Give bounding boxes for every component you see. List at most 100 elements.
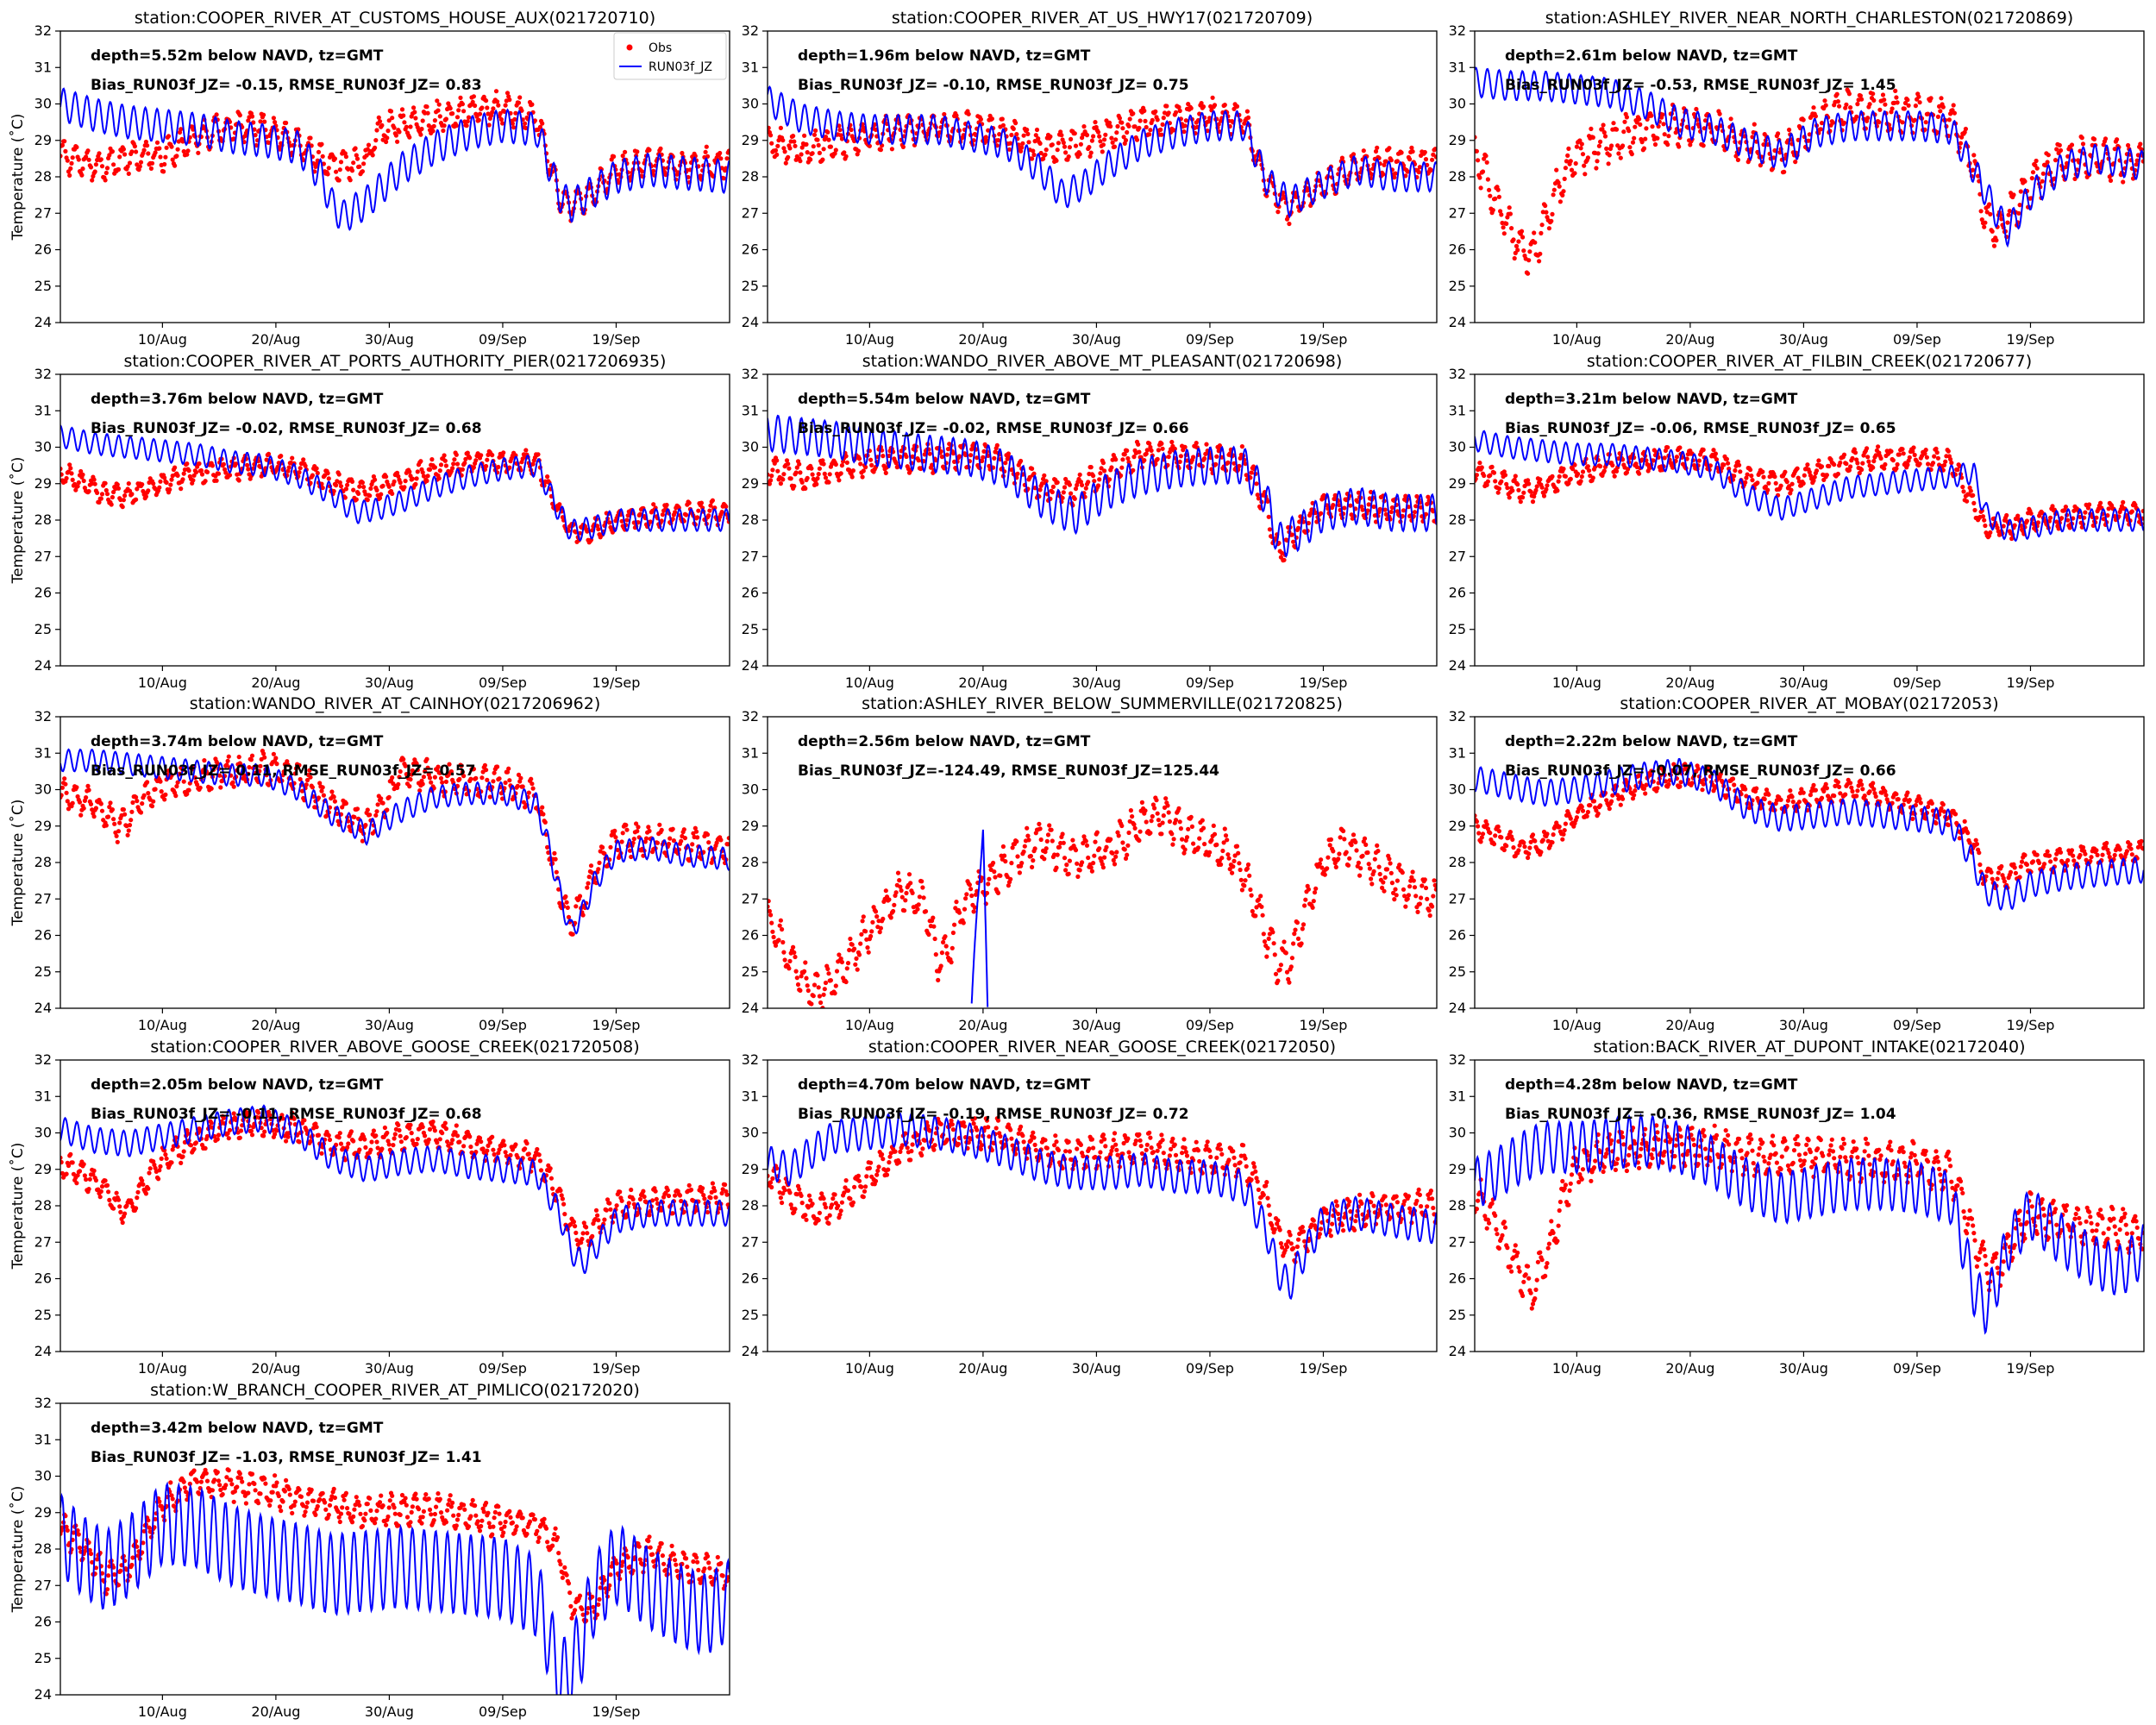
obs-point — [624, 827, 630, 832]
obs-point — [103, 823, 109, 828]
obs-point — [1905, 97, 1910, 103]
obs-point — [349, 168, 355, 173]
obs-point — [1210, 95, 1215, 100]
obs-point — [1149, 448, 1154, 454]
obs-point — [1505, 486, 1510, 491]
obs-point — [1516, 239, 1521, 244]
obs-point — [916, 458, 921, 463]
obs-point — [804, 975, 809, 981]
obs-point — [1782, 169, 1787, 174]
obs-point — [337, 480, 342, 486]
obs-point — [162, 797, 167, 802]
obs-point — [1142, 108, 1147, 114]
obs-point — [966, 111, 971, 116]
obs-point — [1812, 474, 1817, 480]
x-tick-label: 10/Aug — [845, 1017, 894, 1033]
obs-point — [163, 154, 168, 160]
obs-point — [1213, 461, 1219, 467]
x-tick-label: 30/Aug — [1779, 674, 1828, 691]
obs-point — [1512, 255, 1517, 261]
obs-point — [1514, 243, 1520, 248]
obs-point — [1475, 148, 1479, 154]
obs-point — [373, 138, 379, 143]
y-tick-label: 31 — [34, 59, 52, 75]
obs-point — [427, 775, 433, 781]
obs-point — [408, 777, 413, 782]
obs-point — [334, 169, 339, 174]
obs-point — [1073, 486, 1079, 492]
obs-point — [351, 160, 356, 166]
obs-point — [1114, 130, 1119, 135]
y-tick-label: 31 — [742, 744, 759, 761]
obs-point — [655, 840, 661, 845]
obs-point — [1095, 483, 1101, 488]
obs-point — [134, 794, 139, 800]
obs-point — [418, 459, 423, 464]
obs-point — [817, 466, 823, 471]
obs-point — [471, 767, 477, 772]
obs-point — [195, 782, 200, 787]
obs-point — [196, 150, 201, 155]
obs-point — [1194, 440, 1199, 446]
obs-point — [1069, 491, 1074, 496]
obs-point — [978, 116, 983, 122]
obs-point — [292, 771, 298, 776]
obs-point — [782, 957, 787, 963]
panel-1: station:COOPER_RIVER_AT_CUSTOMS_HOUSE_AU… — [9, 9, 730, 348]
obs-point — [459, 763, 464, 768]
obs-point — [497, 776, 502, 781]
obs-point — [179, 127, 184, 132]
obs-point — [2112, 147, 2117, 152]
obs-point — [460, 769, 466, 775]
obs-point — [798, 159, 803, 164]
obs-point — [635, 829, 640, 834]
plot-area — [768, 414, 1437, 563]
obs-point — [968, 453, 974, 458]
obs-point — [773, 943, 779, 948]
obs-point — [1019, 145, 1025, 150]
x-tick-label: 30/Aug — [365, 331, 414, 348]
obs-point — [68, 166, 73, 171]
series-obs — [768, 795, 1437, 1008]
obs-point — [452, 457, 457, 462]
obs-point — [1819, 464, 1825, 469]
obs-point — [545, 474, 550, 480]
obs-point — [861, 914, 866, 919]
obs-point — [285, 762, 291, 768]
obs-point — [930, 462, 935, 467]
y-tick-label: 24 — [742, 1000, 759, 1016]
obs-point — [1991, 243, 1997, 248]
obs-point — [1493, 196, 1498, 201]
obs-point — [1871, 465, 1876, 470]
obs-point — [1430, 157, 1435, 162]
obs-point — [1906, 103, 1911, 108]
obs-point — [768, 133, 774, 138]
obs-point — [1934, 446, 1939, 451]
x-tick-label: 09/Sep — [1893, 331, 1941, 348]
obs-point — [1910, 448, 1915, 454]
obs-point — [1102, 137, 1107, 142]
obs-point — [484, 463, 489, 469]
obs-point — [1289, 532, 1294, 537]
obs-point — [648, 519, 653, 524]
obs-point — [223, 470, 229, 475]
panel-8: station:ASHLEY_RIVER_BELOW_SUMMERVILLE(0… — [742, 694, 1438, 1033]
obs-point — [1852, 450, 1858, 455]
obs-point — [1264, 193, 1269, 198]
obs-point — [1041, 156, 1046, 161]
obs-point — [172, 163, 178, 168]
obs-point — [658, 146, 663, 151]
obs-point — [1787, 127, 1792, 133]
obs-point — [99, 492, 105, 497]
obs-point — [667, 836, 673, 841]
obs-point — [264, 457, 269, 462]
obs-point — [818, 1000, 824, 1006]
y-tick-label: 31 — [34, 744, 52, 761]
y-tick-label: 25 — [1449, 621, 1466, 637]
obs-point — [820, 1006, 825, 1008]
obs-point — [1134, 137, 1140, 142]
obs-point — [1827, 463, 1832, 469]
obs-point — [859, 932, 864, 937]
obs-point — [454, 115, 461, 120]
y-tick-label: 25 — [34, 621, 52, 637]
